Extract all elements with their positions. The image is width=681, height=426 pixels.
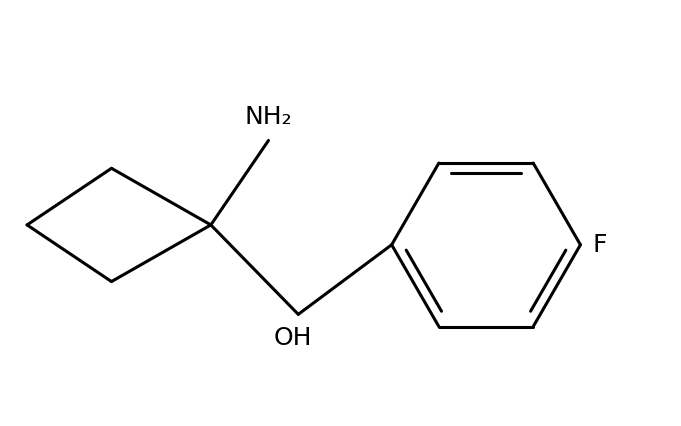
Text: OH: OH xyxy=(274,326,313,350)
Text: NH₂: NH₂ xyxy=(244,104,292,129)
Text: F: F xyxy=(592,233,607,257)
